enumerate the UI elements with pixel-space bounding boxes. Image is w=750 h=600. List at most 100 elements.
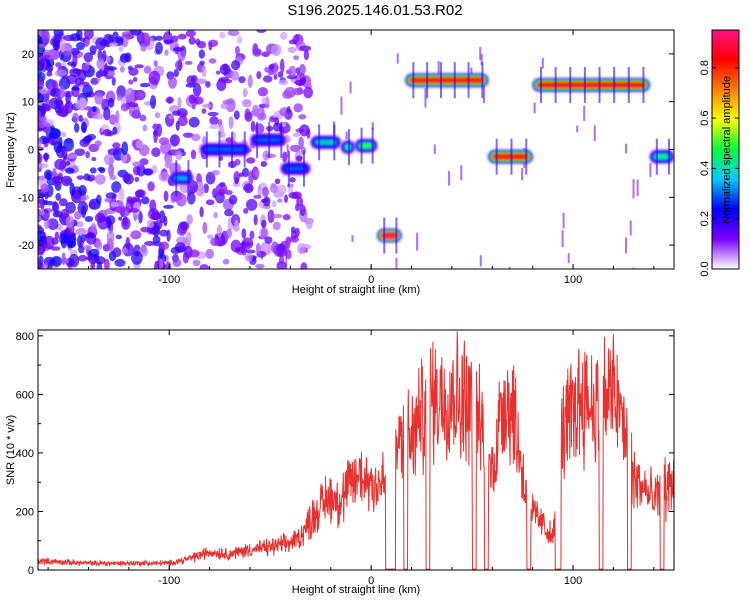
noise-speckle [255,242,261,255]
noise-speckle [59,85,65,99]
noise-speckle [59,38,66,53]
noise-speckle [205,81,211,88]
noise-speckle [85,232,97,245]
noise-speckle [273,61,279,76]
noise-streak [632,179,635,199]
noise-speckle [272,122,283,132]
noise-streak [480,53,483,66]
noise-speckle [43,138,51,144]
noise-speckle [155,35,164,41]
noise-speckle [112,247,122,258]
noise-speckle [234,247,241,253]
noise-speckle [107,148,120,156]
noise-speckle [38,110,42,118]
noise-speckle [252,104,260,117]
colorbar-label: Normalized spectral amplitude [721,76,733,224]
noise-speckle [177,96,182,110]
noise-speckle [201,108,207,114]
noise-speckle [38,34,42,46]
noise-streak [340,96,343,115]
noise-speckle [186,75,196,86]
snr-x-axis-label: Height of straight line (km) [292,584,420,596]
colorbar-tick-label: 0.4 [699,161,711,176]
noise-streak [649,162,652,177]
noise-speckle [118,187,125,202]
noise-speckle [83,173,91,181]
noise-speckle [83,244,93,251]
noise-speckle [299,45,312,52]
noise-streak [479,255,482,267]
noise-speckle [135,91,144,100]
noise-speckle [299,124,310,137]
noise-speckle [94,256,106,265]
noise-speckle [292,132,301,138]
noise-speckle [112,126,118,135]
noise-speckle [38,150,41,164]
colorbar-tick-label: 0.8 [699,60,711,75]
noise-speckle [38,137,43,144]
noise-speckle [94,212,106,223]
noise-speckle [58,198,68,207]
noise-speckle [70,47,80,56]
signal-segment [377,217,402,254]
noise-speckle [205,248,215,259]
noise-speckle [98,167,106,174]
noise-speckle [196,173,202,185]
noise-speckle [173,68,179,78]
noise-speckle [192,259,201,267]
noise-speckle [247,74,253,89]
noise-speckle [110,201,119,208]
noise-speckle [274,178,281,185]
noise-speckle [40,183,50,193]
noise-speckle [56,109,69,117]
noise-speckle [185,30,196,38]
noise-speckle [143,65,152,74]
spectrogram-x-axis-label: Height of straight line (km) [292,284,420,296]
noise-speckle [147,181,155,192]
noise-speckle [115,110,120,124]
noise-speckle [80,121,87,134]
noise-speckle [267,209,275,224]
noise-speckle [207,111,219,117]
noise-speckle [104,197,115,203]
noise-speckle [260,227,268,239]
noise-speckle [169,134,180,147]
noise-speckle [103,153,115,166]
y-tick-label: -20 [18,240,34,252]
noise-speckle [155,42,163,55]
noise-speckle [38,260,43,269]
noise-speckle [293,103,303,113]
noise-speckle [201,65,207,78]
noise-speckle [188,116,200,128]
noise-speckle [150,95,157,109]
noise-speckle [275,184,287,195]
noise-streak [448,171,451,186]
noise-speckle [234,45,240,56]
noise-speckle [103,106,111,121]
noise-speckle [261,51,270,58]
noise-speckle [174,242,186,253]
x-tick-label: -100 [158,274,180,286]
noise-streak [371,122,374,130]
noise-speckle [219,131,226,139]
noise-speckle [276,260,287,269]
noise-speckle [108,42,119,47]
noise-speckle [47,218,59,230]
noise-speckle [38,162,48,169]
noise-streak [416,232,419,251]
noise-speckle [95,71,103,78]
noise-speckle [43,218,50,229]
noise-speckle [142,168,154,176]
noise-speckle [252,48,263,57]
noise-speckle [250,120,256,132]
noise-speckle [168,75,178,89]
noise-speckle [305,219,313,230]
snr-marks [38,331,674,570]
noise-speckle [134,64,144,69]
noise-speckle [77,69,87,82]
noise-speckle [67,61,76,66]
noise-speckle [260,161,268,168]
noise-speckle [90,260,96,269]
signal-segment [169,160,194,197]
